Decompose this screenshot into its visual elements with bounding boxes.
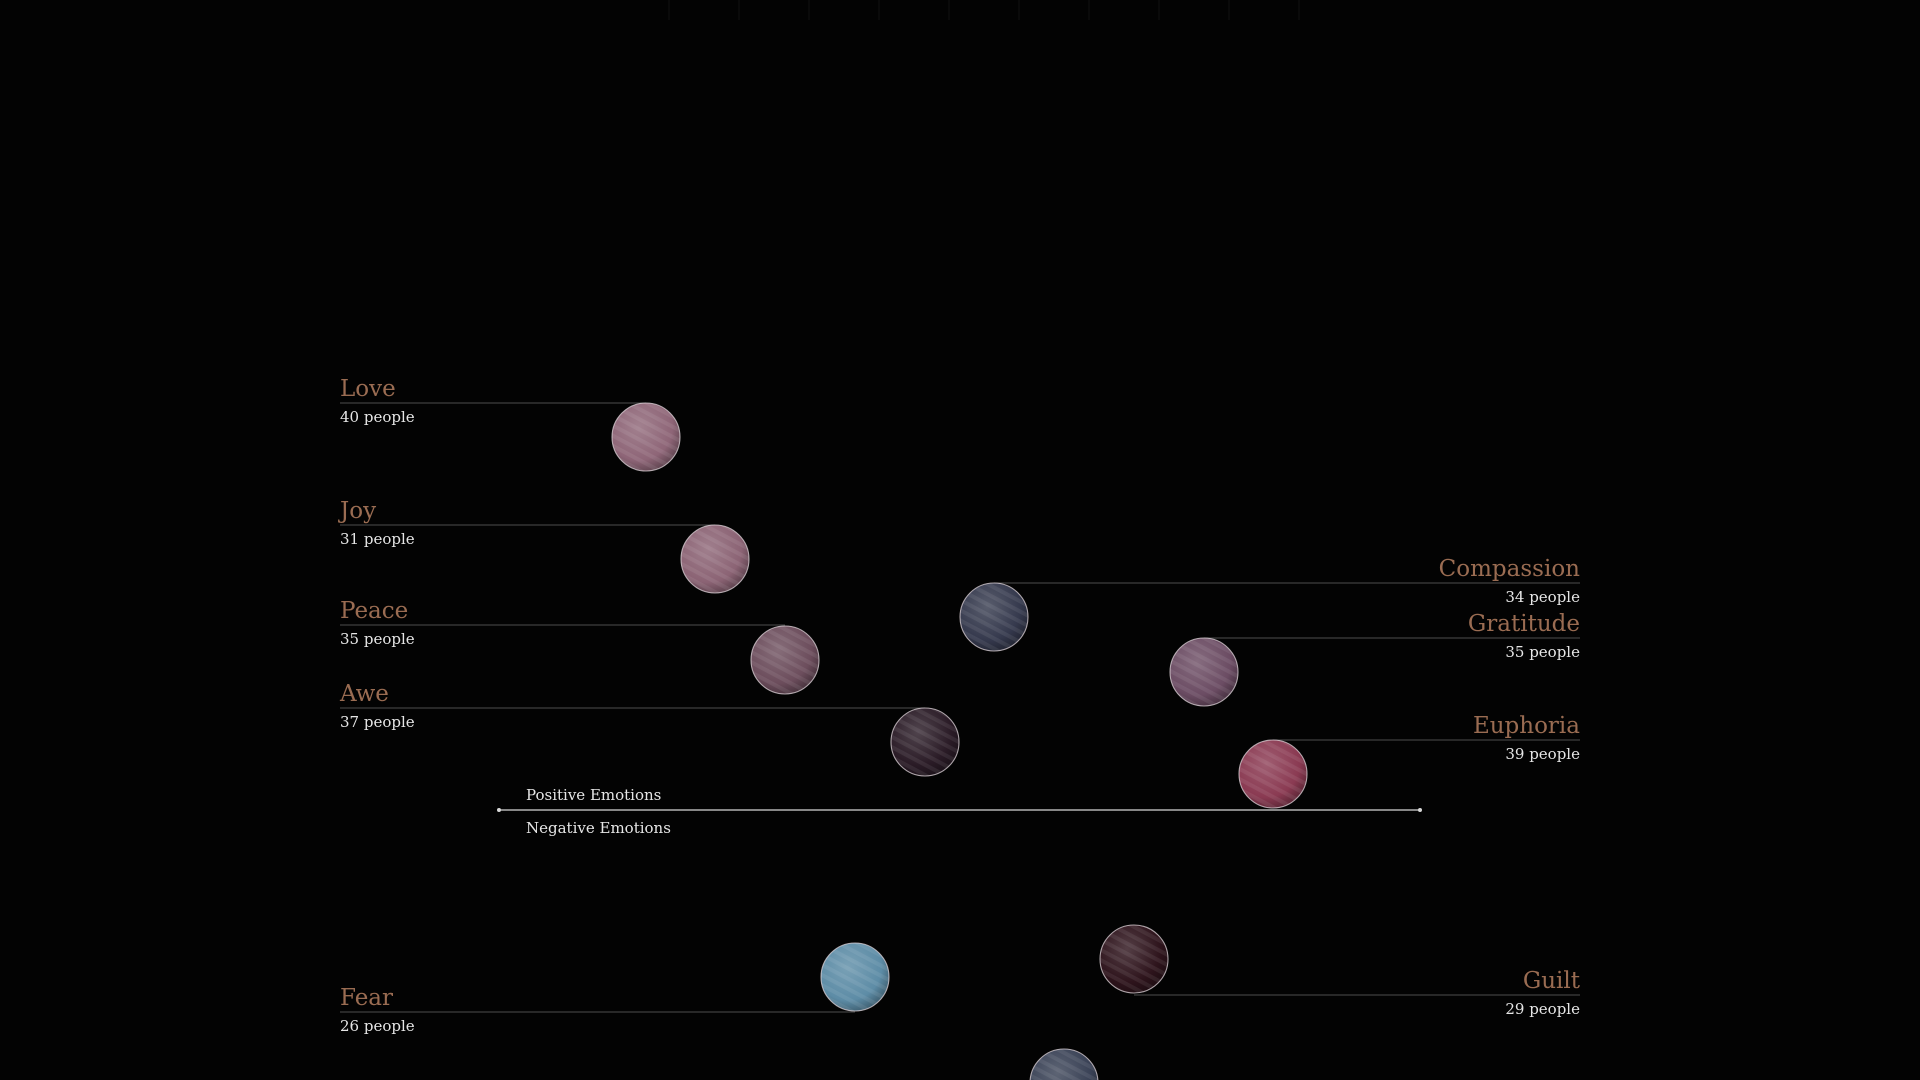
emotion-count-joy: 31 people <box>340 530 415 548</box>
axis-endpoint-right <box>1418 808 1422 812</box>
emotion-bubble-gratitude[interactable] <box>1169 637 1239 707</box>
emotion-bubble-fear[interactable] <box>820 942 890 1012</box>
emotion-bubble-love[interactable] <box>611 402 681 472</box>
emotion-count-gratitude: 35 people <box>1505 643 1580 661</box>
emotion-bubble-peace[interactable] <box>750 625 820 695</box>
emotion-label-love: Love <box>340 376 396 402</box>
emotion-bubble-compassion[interactable] <box>959 582 1029 652</box>
axis-endpoint-left <box>497 808 501 812</box>
emotion-count-euphoria: 39 people <box>1505 745 1580 763</box>
emotion-label-gratitude: Gratitude <box>1468 611 1580 637</box>
leader-lines-layer <box>340 402 1580 1013</box>
emotion-label-fear: Fear <box>340 985 393 1011</box>
emotion-count-guilt: 29 people <box>1505 1000 1580 1018</box>
emotion-labels-layer: Love 40 people Joy 31 people Peace 35 people A… <box>338 376 1581 1035</box>
emotion-bubble-joy[interactable] <box>680 524 750 594</box>
emotion-bubble-unlabeled[interactable] <box>1029 1048 1099 1080</box>
top-stripe-decoration <box>600 0 1320 20</box>
emotion-bubble-euphoria[interactable] <box>1238 739 1308 809</box>
emotion-count-awe: 37 people <box>340 713 415 731</box>
emotion-label-awe: Awe <box>339 681 389 707</box>
emotion-bubbles-layer <box>611 402 1308 1080</box>
emotion-label-euphoria: Euphoria <box>1473 713 1580 739</box>
negative-emotions-label: Negative Emotions <box>526 819 671 837</box>
emotion-label-compassion: Compassion <box>1439 556 1581 582</box>
emotion-count-compassion: 34 people <box>1505 588 1580 606</box>
emotion-count-peace: 35 people <box>340 630 415 648</box>
emotion-count-fear: 26 people <box>340 1017 415 1035</box>
valence-axis: Positive Emotions Negative Emotions <box>497 786 1422 837</box>
emotion-count-love: 40 people <box>340 408 415 426</box>
emotion-bubble-guilt[interactable] <box>1099 924 1169 994</box>
positive-emotions-label: Positive Emotions <box>526 786 661 804</box>
emotion-label-guilt: Guilt <box>1523 968 1581 994</box>
emotion-label-joy: Joy <box>338 498 376 524</box>
emotion-bubble-awe[interactable] <box>890 707 960 777</box>
emotion-label-peace: Peace <box>340 598 408 624</box>
